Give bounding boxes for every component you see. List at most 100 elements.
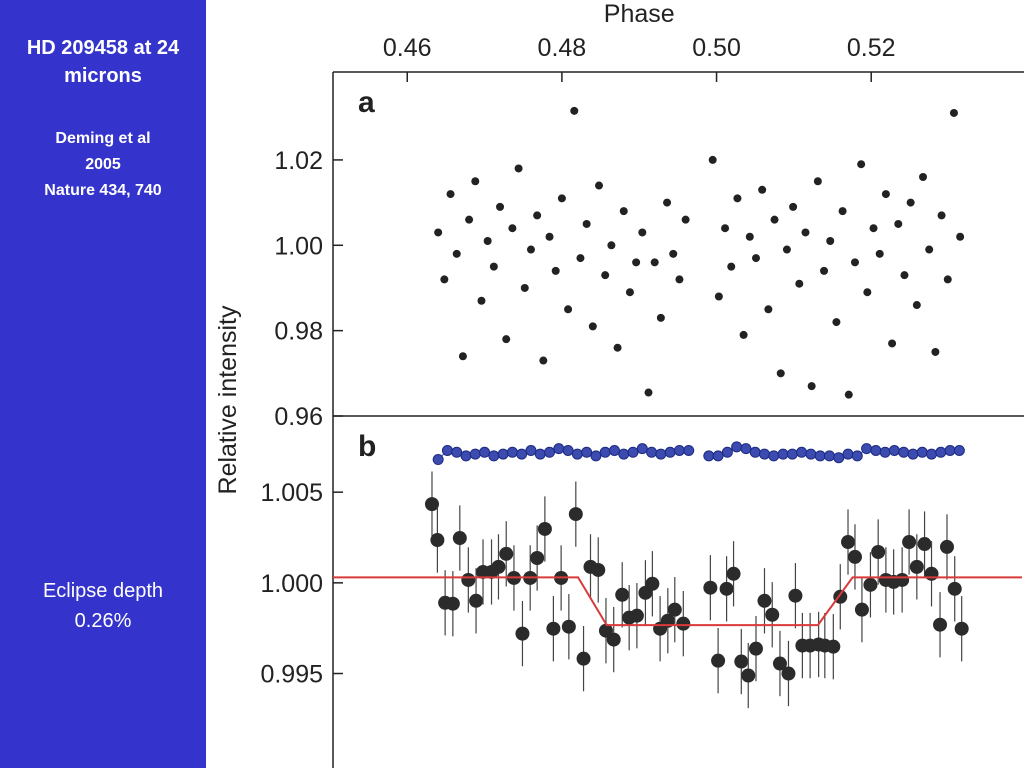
point <box>576 651 591 666</box>
point <box>655 448 667 460</box>
point <box>902 535 917 550</box>
point <box>601 271 610 280</box>
slide-title: HD 209458 at 24 microns <box>26 37 180 87</box>
panel-label: a <box>358 86 375 119</box>
point <box>726 566 741 581</box>
note-line: 0.26% <box>74 610 132 632</box>
point <box>537 521 552 536</box>
point <box>546 621 561 636</box>
point <box>508 224 517 233</box>
point <box>469 593 484 608</box>
point <box>739 330 748 339</box>
point <box>461 572 476 587</box>
point <box>618 448 630 460</box>
point <box>499 546 514 561</box>
point <box>645 576 660 591</box>
point <box>741 668 756 683</box>
point <box>820 266 829 275</box>
point <box>590 450 602 462</box>
point <box>863 288 872 297</box>
point <box>745 232 754 241</box>
point <box>947 581 962 596</box>
point <box>944 444 956 456</box>
point <box>533 211 542 220</box>
point <box>669 249 678 258</box>
point <box>869 224 878 233</box>
point <box>826 237 835 246</box>
point <box>733 194 742 203</box>
point <box>919 172 928 181</box>
point <box>814 450 826 462</box>
point <box>534 448 546 460</box>
citation: Deming et al 2005 Nature 434, 740 <box>5 126 201 204</box>
point <box>615 587 630 602</box>
point <box>581 446 593 458</box>
point <box>854 602 869 617</box>
point <box>711 653 726 668</box>
point <box>841 535 856 550</box>
x-tick-label: 0.46 <box>383 34 432 62</box>
point <box>875 249 884 258</box>
point <box>570 106 579 115</box>
panel-label: b <box>358 430 376 463</box>
point <box>788 588 803 603</box>
point <box>441 444 453 456</box>
point <box>764 305 773 314</box>
x-tick-label: 0.48 <box>538 34 587 62</box>
point <box>782 245 791 254</box>
point <box>506 446 518 458</box>
point <box>591 562 606 577</box>
point <box>663 198 672 207</box>
point <box>632 258 641 267</box>
point <box>451 446 463 458</box>
y-tick-label: 1.02 <box>274 147 323 175</box>
point <box>571 448 583 460</box>
point <box>703 450 715 462</box>
point <box>765 607 780 622</box>
point <box>749 446 761 458</box>
point <box>847 549 862 564</box>
y-tick-label: 0.98 <box>274 318 323 346</box>
y-tick-label: 0.995 <box>260 661 323 689</box>
point <box>900 271 909 280</box>
point <box>917 537 932 552</box>
point <box>805 448 817 460</box>
point <box>789 202 798 211</box>
point <box>719 581 734 596</box>
point <box>561 619 576 634</box>
point <box>656 313 665 322</box>
point <box>740 443 752 455</box>
point <box>909 559 924 574</box>
point <box>748 641 763 656</box>
point <box>551 266 560 275</box>
point <box>708 155 717 164</box>
point <box>667 602 682 617</box>
point <box>497 448 509 460</box>
point <box>650 258 659 267</box>
point <box>479 446 491 458</box>
point <box>888 444 900 456</box>
citation-line: Deming et al <box>55 130 151 147</box>
point <box>458 352 467 361</box>
point <box>758 185 767 194</box>
citation-line: 2005 <box>85 156 121 173</box>
point <box>949 108 958 117</box>
point <box>607 241 616 250</box>
x-tick-label: 0.50 <box>692 34 741 62</box>
point <box>683 444 695 456</box>
point <box>751 254 760 263</box>
point <box>430 533 445 548</box>
point <box>770 215 779 224</box>
point <box>516 448 528 460</box>
point <box>801 228 810 237</box>
point <box>833 452 845 464</box>
y-tick-label: 1.00 <box>274 232 323 260</box>
point <box>526 245 535 254</box>
point <box>842 448 854 460</box>
point <box>568 507 583 522</box>
point <box>734 654 749 669</box>
point <box>562 444 574 456</box>
point <box>954 621 969 636</box>
point <box>557 194 566 203</box>
point <box>838 207 847 216</box>
